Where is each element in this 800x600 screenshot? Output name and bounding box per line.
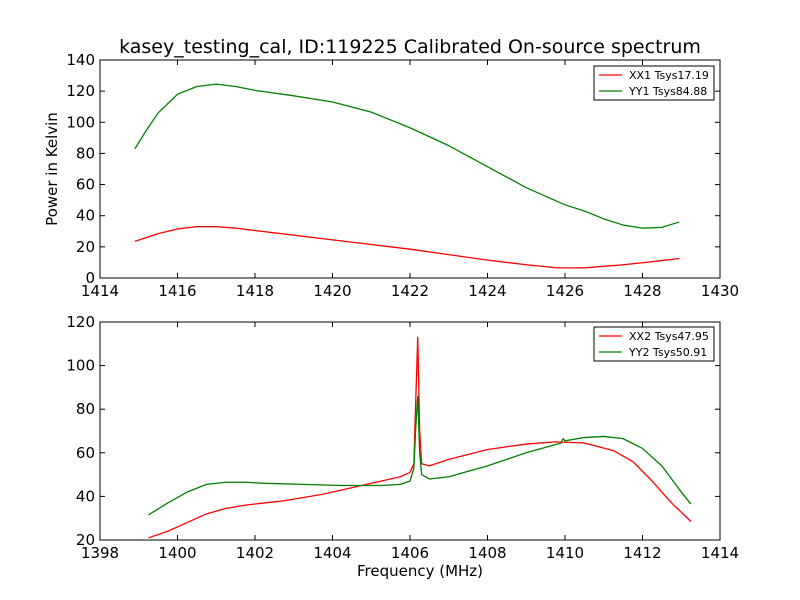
y-tick-label: 40: [76, 207, 95, 225]
x-tick-label: 1400: [158, 544, 196, 562]
legend-label-1: XX2 Tsys47.95: [629, 330, 709, 343]
x-tick-label: 1402: [236, 544, 274, 562]
x-tick-label: 1408: [468, 544, 506, 562]
y-axis-label: Power in Kelvin: [43, 112, 61, 226]
x-tick-label: 1410: [546, 544, 584, 562]
x-tick-label: 1412: [623, 544, 661, 562]
y-tick-label: 20: [76, 531, 95, 549]
x-tick-label: 1404: [313, 544, 351, 562]
x-tick-label: 1418: [236, 282, 274, 300]
y-tick-label: 60: [76, 444, 95, 462]
y-tick-label: 60: [76, 176, 95, 194]
x-axis-label: Frequency (MHz): [357, 562, 483, 580]
y-tick-label: 100: [66, 357, 95, 375]
y-tick-label: 0: [85, 269, 95, 287]
x-tick-label: 1416: [158, 282, 196, 300]
x-tick-label: 1428: [623, 282, 661, 300]
x-tick-label: 1406: [391, 544, 429, 562]
series-line-2: [134, 83, 680, 229]
x-tick-label: 1414: [81, 282, 119, 300]
x-tick-label: 1398: [81, 544, 119, 562]
series-group: [148, 336, 692, 539]
legend-label-1: XX1 Tsys17.19: [629, 69, 709, 82]
y-tick-label: 120: [66, 82, 95, 100]
legend: XX2 Tsys47.95 YY2 Tsys50.91: [593, 326, 715, 362]
legend-box: [593, 326, 715, 362]
legend-label-2: YY1 Tsys84.88: [628, 85, 707, 98]
y-tick-label: 40: [76, 487, 95, 505]
chart-panel-2: 1398 1400 1402 1404 1406 1408 1410 1412 1414 20 40…: [66, 313, 739, 580]
legend-label-2: YY2 Tsys50.91: [628, 346, 707, 359]
x-tick-label: 1414: [701, 544, 739, 562]
y-tick-label: 80: [76, 400, 95, 418]
x-tick-label: 1426: [546, 282, 584, 300]
y-tick-label: 80: [76, 144, 95, 162]
panels: 1414 1416 1418 1420 1422 1424 1426 1428 1430 0 20 4…: [43, 51, 739, 580]
chart-panel-1: 1414 1416 1418 1420 1422 1424 1426 1428 1430 0 20 4…: [43, 51, 739, 300]
legend: XX1 Tsys17.19 YY1 Tsys84.88: [593, 65, 715, 101]
x-tick-label: 1424: [468, 282, 506, 300]
y-tick-label: 120: [66, 313, 95, 331]
y-tick-label: 100: [66, 113, 95, 131]
x-tick-label: 1420: [313, 282, 351, 300]
series-group: [134, 83, 680, 269]
series-line-2: [148, 395, 692, 516]
legend-box: [593, 65, 715, 101]
figure-title: kasey_testing_cal, ID:119225 Calibrated …: [119, 36, 701, 58]
series-line-1: [134, 225, 680, 269]
x-tick-label: 1422: [391, 282, 429, 300]
x-tick-label: 1430: [701, 282, 739, 300]
y-tick-label: 20: [76, 238, 95, 256]
y-tick-label: 140: [66, 51, 95, 69]
